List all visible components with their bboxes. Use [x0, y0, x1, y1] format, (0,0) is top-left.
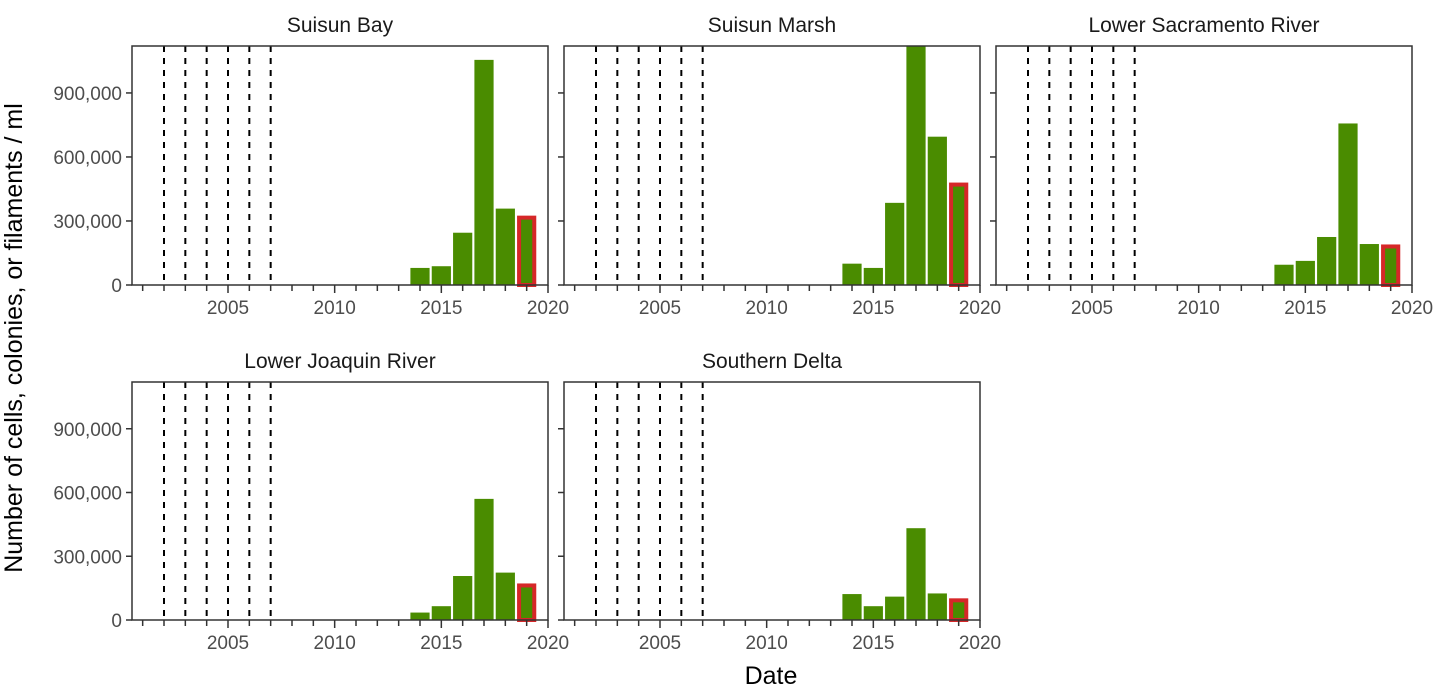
- x-tick-label: 2010: [314, 633, 356, 654]
- facet-title: Suisun Bay: [287, 14, 394, 37]
- x-tick-label: 2015: [852, 298, 894, 319]
- data-bar: [1359, 244, 1379, 285]
- data-bar: [906, 528, 926, 620]
- x-tick-label: 2005: [639, 298, 681, 319]
- panel-border: [995, 45, 1413, 286]
- x-tick-label: 2005: [1071, 298, 1113, 319]
- highlighted-bar: [517, 215, 537, 287]
- panel-border: [563, 381, 981, 621]
- x-tick-label: 2005: [207, 298, 249, 319]
- x-tick-label: 2010: [746, 298, 788, 319]
- y-axis-title: Number of cells, colonies, or filaments …: [0, 103, 28, 573]
- data-bar: [1274, 264, 1294, 285]
- x-tick-label: 2010: [314, 298, 356, 319]
- facet-title: Southern Delta: [702, 350, 842, 373]
- data-bar: [431, 266, 451, 285]
- facet-panel: Lower Joaquin River 2005 2010 2015 2020 0 300,…: [53, 350, 569, 654]
- data-bar: [863, 606, 883, 620]
- y-tick-label: 900,000: [53, 420, 122, 441]
- x-tick-label: 2015: [852, 633, 894, 654]
- facet-title: Lower Joaquin River: [244, 350, 435, 373]
- x-tick-label: 2010: [1178, 298, 1220, 319]
- data-bar: [863, 267, 883, 285]
- highlighted-bar: [517, 583, 537, 623]
- highlighted-bar: [1381, 244, 1401, 287]
- panel-border: [131, 381, 549, 621]
- data-bar: [495, 572, 515, 620]
- data-bar: [927, 136, 947, 285]
- facet-panel: Southern Delta 2005 2010 2015 2020: [558, 350, 1001, 654]
- data-bar: [1317, 236, 1337, 285]
- facet-title: Lower Sacramento River: [1088, 14, 1319, 37]
- y-tick-label: 900,000: [53, 84, 122, 105]
- y-tick-label: 600,000: [53, 148, 122, 169]
- highlighted-bar: [949, 182, 969, 287]
- x-tick-label: 2010: [746, 633, 788, 654]
- x-tick-label: 2015: [420, 633, 462, 654]
- data-bar: [1338, 123, 1358, 285]
- panel-border: [131, 45, 549, 286]
- x-tick-label: 2020: [959, 298, 1001, 319]
- facet-panel: Lower Sacramento River 2005 2010 2015 2020: [990, 14, 1433, 319]
- data-bar: [495, 208, 515, 285]
- data-bar: [885, 202, 905, 285]
- facet-panel: Suisun Marsh 2005 2010 2015 2020: [558, 14, 1001, 319]
- data-bar: [474, 59, 494, 285]
- data-bar: [410, 612, 430, 620]
- data-bar: [474, 498, 494, 620]
- data-bar: [927, 593, 947, 620]
- data-bar: [842, 594, 862, 620]
- y-tick-label: 0: [111, 276, 122, 297]
- x-tick-label: 2020: [527, 298, 569, 319]
- data-bar: [906, 46, 926, 285]
- y-tick-label: 600,000: [53, 484, 122, 505]
- x-tick-label: 2020: [527, 633, 569, 654]
- data-bar: [453, 232, 473, 285]
- panel-border: [563, 45, 981, 286]
- facet-title: Suisun Marsh: [708, 14, 836, 37]
- x-axis-title: Date: [745, 662, 798, 690]
- data-bar: [885, 596, 905, 620]
- highlighted-bar: [949, 598, 969, 623]
- data-bar: [842, 263, 862, 285]
- x-tick-label: 2015: [1284, 298, 1326, 319]
- data-bar: [453, 576, 473, 620]
- x-tick-label: 2005: [207, 633, 249, 654]
- x-tick-label: 2020: [1391, 298, 1433, 319]
- y-tick-label: 300,000: [53, 547, 122, 568]
- facet-panel: Suisun Bay 2005 2010 2015 2020 0 300,000 600,00…: [53, 14, 569, 319]
- data-bar: [1295, 260, 1315, 285]
- data-bar: [410, 267, 430, 285]
- y-tick-label: 300,000: [53, 212, 122, 233]
- y-tick-label: 0: [111, 611, 122, 632]
- x-tick-label: 2015: [420, 298, 462, 319]
- data-bar: [431, 606, 451, 620]
- x-tick-label: 2020: [959, 633, 1001, 654]
- x-tick-label: 2005: [639, 633, 681, 654]
